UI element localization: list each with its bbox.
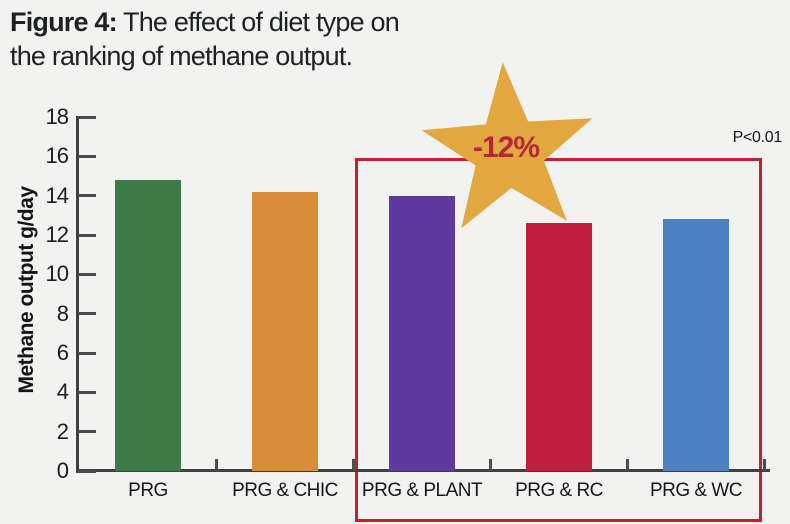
x-tick-mark <box>489 459 492 471</box>
y-tick-mark <box>78 194 96 198</box>
figure-title-line1: Figure 4: The effect of diet type on <box>10 5 400 39</box>
bar-prg <box>115 179 181 471</box>
y-tick-mark <box>78 430 96 434</box>
figure-title-line1-text: The effect of diet type on <box>116 7 400 37</box>
star-burst-icon <box>421 62 593 229</box>
bar-prg-rc <box>526 223 592 471</box>
y-tick-label: 16 <box>45 143 69 169</box>
p-value-label: P<0.01 <box>732 129 783 146</box>
x-tick-mark <box>352 459 355 471</box>
y-tick-label: 6 <box>56 340 69 365</box>
star-shape <box>421 62 593 229</box>
y-tick-mark <box>78 272 96 276</box>
y-tick-mark <box>78 312 96 316</box>
star-percentage-label: -12% <box>472 131 540 164</box>
y-tick-label: 8 <box>56 300 69 326</box>
y-axis-line <box>76 116 79 473</box>
y-tick-mark <box>78 115 96 119</box>
y-tick-label: 10 <box>45 261 69 287</box>
y-tick-mark <box>78 154 96 158</box>
y-tick-mark <box>78 233 96 237</box>
significance-box <box>355 158 762 522</box>
y-tick-label: 0 <box>56 458 69 483</box>
figure-title-line2: the ranking of methane output. <box>10 41 353 71</box>
y-tick-label: 4 <box>56 379 69 405</box>
x-tick-label: PRG & RC <box>515 480 603 501</box>
bar-prg-plant <box>389 195 455 471</box>
y-tick-mark <box>78 351 96 355</box>
bar-prg-wc <box>663 219 729 471</box>
y-tick-label: 14 <box>45 182 69 208</box>
y-tick-label: 12 <box>45 222 69 247</box>
x-tick-label: PRG & CHIC <box>232 480 338 501</box>
y-tick-mark <box>78 390 96 394</box>
figure-number-label: Figure 4: <box>10 7 118 37</box>
x-tick-label: PRG & PLANT <box>361 480 483 501</box>
x-tick-label: PRG <box>128 480 168 501</box>
y-tick-label: 2 <box>56 418 69 444</box>
x-tick-mark <box>763 459 766 471</box>
figure-title: Figure 4: The effect of diet type on the… <box>10 5 400 73</box>
y-tick-label: 18 <box>45 104 69 129</box>
x-tick-mark <box>215 459 218 471</box>
y-tick-mark <box>78 469 96 473</box>
x-tick-label: PRG & WC <box>649 480 743 501</box>
bar-prg-chic <box>252 191 318 471</box>
x-tick-mark <box>626 459 629 471</box>
